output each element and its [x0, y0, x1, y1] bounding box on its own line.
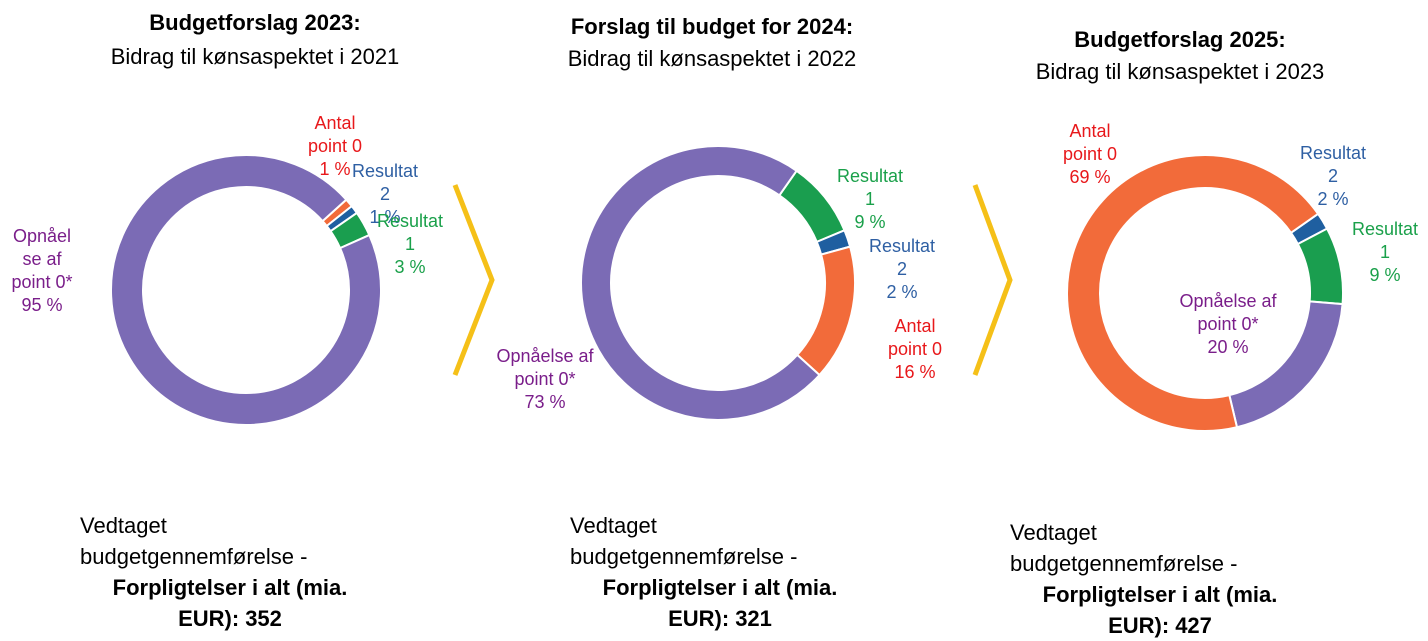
slice-label: Resultat 1 9 %: [830, 165, 910, 234]
chart-subtitle: Bidrag til kønsaspektet i 2021: [110, 44, 400, 69]
slice-label: Antal point 0 1 %: [295, 112, 375, 181]
slice-value: 3 %: [394, 257, 426, 277]
chevron: [972, 184, 1013, 376]
slice-value: 69 %: [1069, 167, 1111, 187]
donut-slice: [795, 245, 856, 377]
slice-value: 9 %: [854, 212, 886, 232]
slice-value: 20 %: [1207, 337, 1249, 357]
chart-title: Budgetforslag 2023:: [149, 10, 361, 35]
total-label: Forpligtelser i alt (mia. EUR):: [112, 575, 348, 631]
slice-name: Opnåelse af point 0*: [496, 346, 594, 389]
footer: Vedtaget budgetgennemførelse - Forpligtel…: [1010, 517, 1330, 641]
total: Forpligtelser i alt (mia. EUR): 321: [570, 572, 870, 634]
slice-name: Resultat 1: [376, 211, 444, 254]
total-label: Forpligtelser i alt (mia. EUR):: [602, 575, 838, 631]
slice-label: Opnåelse af point 0* 20 %: [1163, 290, 1293, 359]
slice-value: 2 %: [886, 282, 918, 302]
slice-label: Resultat 2 1 %: [345, 160, 425, 229]
slice-value: 9 %: [1369, 265, 1401, 285]
slice-label: Resultat 2 2 %: [862, 235, 942, 304]
total-label: Forpligtelser i alt (mia. EUR):: [1042, 582, 1278, 638]
slice-label: Antal point 0 16 %: [875, 315, 955, 384]
slice-value: 1 %: [319, 159, 351, 179]
footnote: Vedtaget budgetgennemførelse -: [80, 513, 308, 569]
slice-name: Resultat 2: [1299, 143, 1367, 186]
slice-value: 2 %: [1317, 189, 1349, 209]
slice-name: Antal point 0: [1062, 121, 1118, 164]
slice-name: Resultat 2: [868, 236, 936, 279]
chart-title: Budgetforslag 2025:: [1074, 27, 1286, 52]
slice-label: Antal point 0 69 %: [1050, 120, 1130, 189]
slice-value: 73 %: [524, 392, 566, 412]
slice-value: 95 %: [21, 295, 63, 315]
slice-label: Resultat 2 2 %: [1293, 142, 1373, 211]
slice-label: Opnåelse af point 0* 73 %: [490, 345, 600, 414]
slice-name: Opnåelse af point 0*: [11, 226, 73, 292]
chevron: [452, 184, 495, 376]
footnote: Vedtaget budgetgennemførelse -: [570, 513, 798, 569]
slice-value: 1 %: [369, 207, 401, 227]
footnote: Vedtaget budgetgennemførelse -: [1010, 520, 1238, 576]
slice-label: Opnåelse af point 0* 95 %: [9, 225, 75, 317]
slice-label: Resultat 1 9 %: [1345, 218, 1425, 287]
total-value: 321: [735, 606, 772, 631]
footer: Vedtaget budgetgennemførelse - Forpligtel…: [570, 510, 890, 634]
slice-name: Resultat 1: [836, 166, 904, 209]
slice-name: Resultat 2: [351, 161, 419, 204]
footer: Vedtaget budgetgennemførelse - Forpligtel…: [80, 510, 400, 634]
slice-name: Antal point 0: [307, 113, 363, 156]
slice-name: Opnåelse af point 0*: [1179, 291, 1277, 334]
donut-slice: [110, 154, 382, 426]
chart-title: Forslag til budget for 2024:: [570, 14, 854, 39]
total: Forpligtelser i alt (mia. EUR): 427: [1010, 579, 1310, 641]
total-value: 427: [1175, 613, 1212, 638]
slice-name: Antal point 0: [887, 316, 943, 359]
donut-slice: [1296, 227, 1344, 306]
total: Forpligtelser i alt (mia. EUR): 352: [80, 572, 380, 634]
total-value: 352: [245, 606, 282, 631]
slice-label: Resultat 1 3 %: [370, 210, 450, 279]
slice-value: 16 %: [894, 362, 936, 382]
slice-name: Resultat 1: [1351, 219, 1419, 262]
donut-slice: [1066, 154, 1320, 432]
chart-subtitle: Bidrag til kønsaspektet i 2023: [1035, 59, 1325, 84]
chart-subtitle: Bidrag til kønsaspektet i 2022: [567, 46, 857, 71]
donut-slice: [580, 145, 821, 421]
